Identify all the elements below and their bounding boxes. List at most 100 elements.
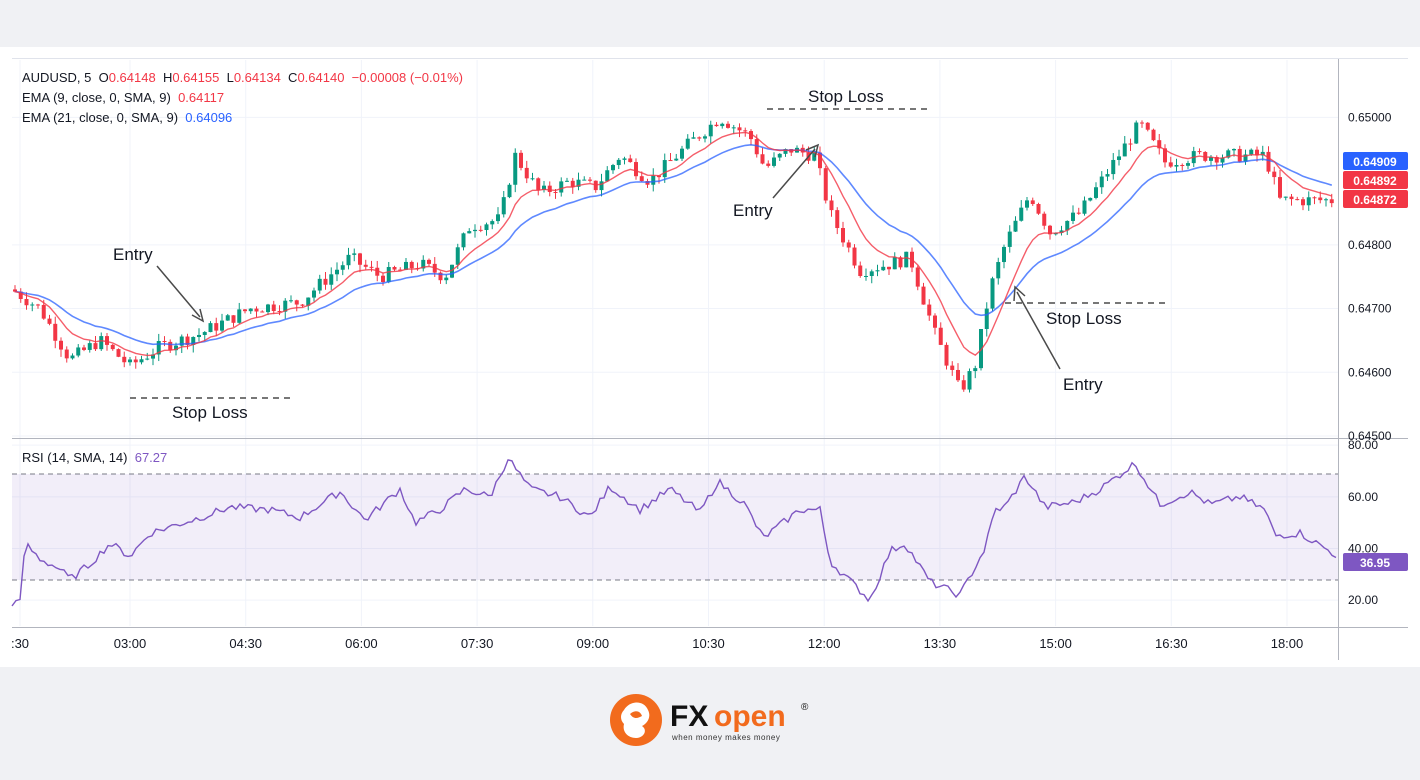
candle-body bbox=[116, 349, 121, 357]
candle-body bbox=[1243, 154, 1248, 162]
candle-body bbox=[927, 304, 932, 316]
candle-body bbox=[473, 229, 477, 232]
candle-body bbox=[36, 304, 40, 306]
high-value: 0.64155 bbox=[172, 70, 220, 85]
symbol-name: AUDUSD, 5 bbox=[22, 70, 92, 85]
candle-body bbox=[720, 123, 725, 127]
candle-body bbox=[306, 297, 311, 306]
candle-body bbox=[231, 315, 236, 323]
candle-body bbox=[852, 247, 857, 266]
candle-body bbox=[869, 271, 874, 276]
candle-body bbox=[208, 323, 213, 333]
entry-arrow-3-head bbox=[1013, 285, 1026, 302]
candle-body bbox=[760, 154, 765, 164]
candle-body bbox=[766, 163, 771, 166]
candle-body bbox=[145, 358, 150, 360]
price-label-last: 0.64872 bbox=[1343, 190, 1408, 208]
price-tick-label: 0.64500 bbox=[1348, 429, 1392, 443]
candle-body bbox=[220, 320, 224, 331]
candle-body bbox=[467, 231, 472, 234]
candle-body bbox=[691, 137, 696, 139]
rsi-tick-label: 80.00 bbox=[1348, 438, 1378, 452]
candle-body bbox=[421, 259, 426, 269]
candle-body bbox=[1214, 157, 1219, 163]
candle-body bbox=[179, 336, 184, 346]
candle-body bbox=[990, 278, 995, 309]
candle-body bbox=[507, 184, 512, 198]
annotation-stop-loss-1: Stop Loss bbox=[172, 403, 248, 422]
candle-body bbox=[731, 127, 736, 129]
candle-body bbox=[444, 277, 449, 281]
chart-grid bbox=[12, 60, 1338, 626]
candle-body bbox=[1318, 197, 1323, 201]
candle-body bbox=[501, 197, 506, 215]
candle-body bbox=[628, 158, 633, 163]
candle-body bbox=[185, 336, 190, 345]
annotation-entry-3: Entry bbox=[1063, 375, 1103, 394]
rsi-legend: RSI (14, SMA, 14) 67.27 bbox=[22, 450, 167, 465]
candle-body bbox=[404, 261, 408, 270]
candle-body bbox=[777, 153, 782, 158]
candle-body bbox=[277, 310, 282, 312]
ema-slow-line bbox=[14, 143, 1333, 346]
candle-body bbox=[846, 242, 851, 248]
candle-body bbox=[530, 178, 535, 180]
candle-body bbox=[662, 160, 667, 178]
candle-body bbox=[13, 289, 17, 292]
candle-body bbox=[668, 160, 673, 162]
time-tick-label: 15:00 bbox=[1039, 636, 1072, 651]
symbol-legend: AUDUSD, 5 O0.64148 H0.64155 L0.64134 C0.… bbox=[22, 70, 463, 85]
candle-body bbox=[105, 336, 109, 345]
candle-body bbox=[283, 300, 288, 312]
candle-body bbox=[1151, 129, 1156, 141]
candle-body bbox=[1082, 200, 1087, 214]
rsi-label: RSI (14, SMA, 14) bbox=[22, 450, 128, 465]
candle-body bbox=[496, 214, 500, 222]
time-tick-label: 13:30 bbox=[924, 636, 957, 651]
candle-body bbox=[1134, 122, 1139, 144]
candle-body bbox=[1076, 212, 1081, 214]
candle-body bbox=[536, 178, 541, 190]
candle-body bbox=[243, 309, 247, 312]
brand-tagline: when money makes money bbox=[671, 733, 780, 742]
candle-body bbox=[1237, 148, 1242, 162]
candle-body bbox=[358, 253, 362, 265]
candle-body bbox=[1140, 122, 1144, 124]
candle-body bbox=[1266, 151, 1271, 172]
candle-body bbox=[24, 298, 29, 306]
candle-body bbox=[622, 158, 627, 160]
candle-body bbox=[565, 180, 569, 182]
candle-body bbox=[823, 168, 828, 201]
candle-body bbox=[984, 308, 989, 329]
candle-body bbox=[553, 191, 558, 193]
rsi-value-label-text: 36.95 bbox=[1360, 556, 1390, 570]
candle-body bbox=[1272, 171, 1277, 178]
candle-body bbox=[438, 272, 443, 281]
candle-body bbox=[392, 267, 397, 270]
candle-body bbox=[639, 176, 644, 182]
candle-body bbox=[1036, 204, 1041, 214]
candle-body bbox=[1312, 197, 1317, 199]
candle-body bbox=[1128, 143, 1133, 145]
candle-body bbox=[1071, 212, 1075, 221]
time-ticks: :30 03:00 04:30 06:00 07:30 09:00 10:30 12:00 13… bbox=[11, 636, 1303, 651]
price-tick-label: 0.64700 bbox=[1348, 302, 1392, 316]
candle-body bbox=[1329, 199, 1334, 204]
candle-body bbox=[933, 315, 937, 328]
entry-arrow-3 bbox=[1016, 291, 1061, 370]
candle-body bbox=[588, 179, 592, 181]
candle-body bbox=[651, 175, 656, 185]
candle-body bbox=[1289, 196, 1294, 200]
time-tick-label: :30 bbox=[11, 636, 29, 651]
candle-body bbox=[1324, 199, 1328, 201]
candle-body bbox=[829, 200, 834, 211]
ema-slow-label: EMA (21, close, 0, SMA, 9) bbox=[22, 110, 179, 125]
candle-body bbox=[513, 152, 518, 185]
price-label-ema-fast: 0.64892 bbox=[1343, 171, 1408, 189]
candle-body bbox=[1163, 148, 1167, 163]
candle-body bbox=[110, 344, 115, 350]
candle-body bbox=[18, 291, 23, 299]
candle-body bbox=[53, 323, 58, 341]
candle-body bbox=[317, 278, 322, 291]
candle-body bbox=[835, 210, 840, 229]
